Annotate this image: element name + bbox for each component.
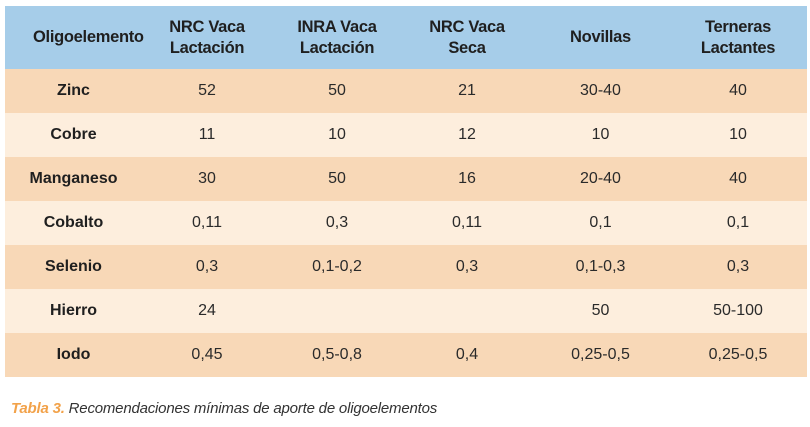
table-body: Zinc 52 50 21 30-40 40 Cobre 11 10 12 10…: [5, 69, 807, 377]
table-row-iodo: Iodo 0,45 0,5-0,8 0,4 0,25-0,5 0,25-0,5: [5, 333, 807, 377]
column-header-nrc-vaca-seca: NRC Vaca Seca: [429, 17, 505, 57]
table-cell: [272, 289, 402, 333]
row-label: Manganeso: [29, 170, 118, 187]
table-caption: Tabla 3. Recomendaciones mínimas de apor…: [11, 400, 437, 417]
table-cell: 0,3: [726, 258, 750, 275]
row-label: Cobalto: [43, 214, 104, 231]
table-cell: 50: [591, 302, 610, 319]
column-header-nrc-vaca-lactacion: NRC Vaca Lactación: [169, 17, 245, 57]
table-cell: 30: [198, 170, 216, 187]
column-header-oligoelemento: Oligoelemento: [33, 28, 144, 46]
column-header-inra-vaca-lactacion: INRA Vaca Lactación: [297, 17, 377, 57]
table-cell: 0,1: [589, 214, 612, 231]
table-cell: 0,4: [455, 346, 479, 363]
table-cell: 21: [458, 82, 476, 99]
table-cell: 10: [729, 126, 747, 143]
table-row-zinc: Zinc 52 50 21 30-40 40: [5, 69, 807, 113]
table-cell: 50-100: [713, 302, 763, 319]
table-row-selenio: Selenio 0,3 0,1-0,2 0,3 0,1-0,3 0,3: [5, 245, 807, 289]
oligoelementos-table: Oligoelemento NRC Vaca Lactación INRA Vac…: [5, 6, 807, 377]
table-cell: 0,3: [195, 258, 219, 275]
table-cell: 0,3: [455, 258, 479, 275]
row-label: Cobre: [50, 126, 97, 143]
table-row-cobre: Cobre 11 10 12 10 10: [5, 113, 807, 157]
table-cell: 0,1-0,2: [312, 258, 362, 275]
caption-label: Tabla 3.: [11, 400, 65, 417]
table-cell: 0,1: [726, 214, 750, 231]
row-label: Selenio: [45, 258, 102, 275]
table-cell: 40: [729, 170, 747, 187]
table-cell: 16: [458, 170, 476, 187]
column-header-terneras-lactantes: Terneras Lactantes: [700, 17, 776, 57]
table-cell: 0,11: [192, 214, 222, 231]
row-label: Iodo: [56, 346, 91, 363]
table-row-manganeso: Manganeso 30 50 16 20-40 40: [5, 157, 807, 201]
table-cell: 30-40: [580, 82, 621, 99]
table-cell: 50: [328, 82, 346, 99]
column-header-novillas: Novillas: [570, 28, 631, 46]
table-row-hierro: Hierro 24 50 50-100: [5, 289, 807, 333]
table-row-cobalto: Cobalto 0,11 0,3 0,11 0,1 0,1: [5, 201, 807, 245]
table-cell: 0,25-0,5: [708, 346, 768, 363]
caption-text: Recomendaciones mínimas de aporte de oli…: [64, 400, 438, 417]
table-cell: 24: [198, 302, 216, 319]
table-cell: 10: [591, 126, 610, 143]
table-header: Oligoelemento NRC Vaca Lactación INRA Vac…: [5, 6, 807, 69]
table-cell: 52: [198, 82, 216, 99]
header-row: Oligoelemento NRC Vaca Lactación INRA Vac…: [5, 6, 807, 69]
table-cell: 0,3: [325, 214, 349, 231]
table-cell: 0,45: [191, 346, 223, 363]
table-cell: 0,11: [452, 214, 482, 231]
row-label: Hierro: [49, 302, 98, 319]
table-cell: 12: [458, 126, 476, 143]
oligoelementos-table-container: Oligoelemento NRC Vaca Lactación INRA Vac…: [5, 6, 807, 377]
table-cell: 0,5-0,8: [312, 346, 362, 363]
table-cell: 0,25-0,5: [571, 346, 630, 363]
table-cell: 50: [328, 170, 346, 187]
row-label: Zinc: [57, 82, 90, 99]
table-cell: 20-40: [580, 170, 621, 187]
table-cell: 10: [328, 126, 346, 143]
table-cell: 40: [729, 82, 747, 99]
table-cell: [402, 289, 532, 333]
table-cell: 11: [198, 126, 216, 143]
table-cell: 0,1-0,3: [575, 258, 626, 275]
